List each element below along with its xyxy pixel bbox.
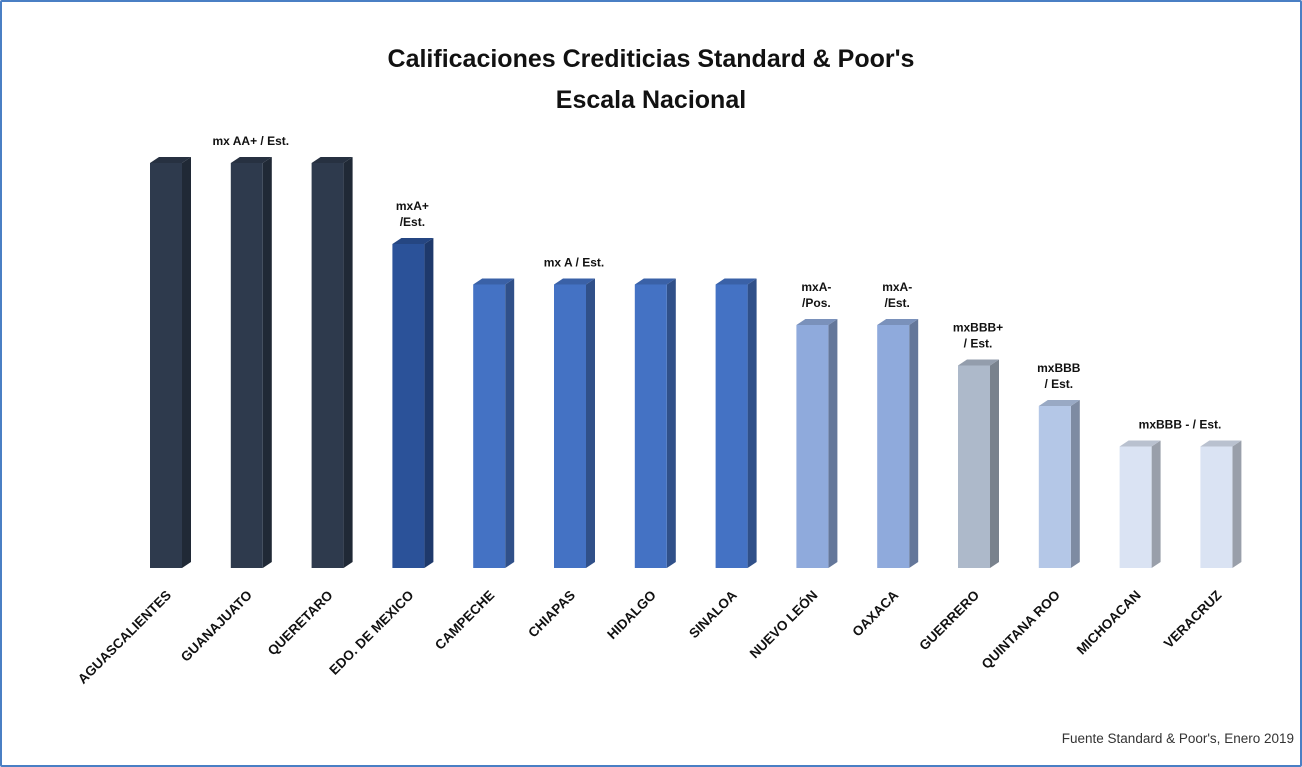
rating-label: /Est. <box>400 215 425 229</box>
category-label: EDO. DE MEXICO <box>326 588 416 678</box>
bar-top <box>1200 440 1242 447</box>
rating-label: mxA+ <box>396 199 429 213</box>
bar-side <box>343 157 353 568</box>
bar-front <box>311 163 344 568</box>
bar-top <box>150 157 191 163</box>
rating-label: mx AA+ / Est. <box>213 134 290 148</box>
category-label: GUANAJUATO <box>178 588 255 665</box>
category-label: HIDALGO <box>604 588 659 643</box>
bar-top <box>796 319 838 325</box>
bar-front <box>230 163 263 568</box>
bar <box>1200 440 1242 568</box>
source-note: Fuente Standard & Poor's, Enero 2019 <box>1061 731 1294 746</box>
bar-side <box>666 278 676 568</box>
bar-top <box>230 157 272 163</box>
bar-side <box>262 157 272 568</box>
bar-side <box>1232 440 1242 568</box>
bar-side <box>1151 440 1161 568</box>
bar-top <box>634 278 676 285</box>
chart-title: Calificaciones Crediticias Standard & Po… <box>387 45 915 73</box>
bar-side <box>828 319 838 568</box>
bar-top <box>1119 440 1161 447</box>
rating-label: / Est. <box>1044 377 1073 391</box>
bar-side <box>909 319 919 568</box>
bar <box>877 319 919 568</box>
rating-label: mxBBB+ <box>953 321 1003 335</box>
bar-front <box>392 244 425 568</box>
bar-side <box>990 359 999 568</box>
bar-front <box>715 284 748 568</box>
rating-label: /Est. <box>885 296 910 310</box>
bar <box>311 157 353 568</box>
bar <box>473 278 515 568</box>
bar-side <box>1070 400 1080 568</box>
category-label: GUERRERO <box>916 588 982 654</box>
bar <box>1038 400 1080 568</box>
rating-label: mxBBB - / Est. <box>1139 418 1222 432</box>
bar <box>958 359 999 568</box>
category-label: QUERETARO <box>265 588 336 659</box>
rating-label: mx A / Est. <box>544 256 604 270</box>
bar-side <box>505 278 515 568</box>
bar-side <box>424 238 434 568</box>
rating-label: mxBBB <box>1037 361 1081 375</box>
bar <box>392 238 434 568</box>
chart-subtitle: Escala Nacional <box>555 86 747 114</box>
bar <box>634 278 676 568</box>
category-label: CHIAPAS <box>525 588 578 641</box>
bar-front <box>877 325 910 568</box>
bar <box>150 157 191 568</box>
bar-front <box>1119 446 1152 568</box>
rating-label: / Est. <box>964 337 993 351</box>
bar-side <box>747 278 757 568</box>
category-label: SINALOA <box>686 587 740 641</box>
bar-front <box>150 163 182 568</box>
bar-front <box>554 284 586 568</box>
category-label: NUEVO LEÓN <box>747 588 821 662</box>
category-label: AGUASCALIENTES <box>75 588 174 687</box>
bar-top <box>473 278 515 285</box>
bar-front <box>958 365 990 568</box>
bar-top <box>1038 400 1080 406</box>
category-label: VERACRUZ <box>1161 588 1225 652</box>
rating-label: /Pos. <box>802 296 831 310</box>
bar-front <box>1038 406 1071 568</box>
bar-top <box>311 157 353 163</box>
category-label: OAXACA <box>849 587 901 639</box>
bar-front <box>634 284 667 568</box>
bar-top <box>877 319 919 325</box>
bar <box>230 157 272 568</box>
bar-top <box>392 238 434 244</box>
bar <box>1119 440 1161 568</box>
category-label: MICHOACAN <box>1074 588 1144 658</box>
bar-front <box>1200 446 1233 568</box>
rating-label: mxA- <box>882 280 912 294</box>
bar <box>796 319 838 568</box>
bar-side <box>586 278 595 568</box>
bar-top <box>958 359 999 366</box>
bar-top <box>554 278 595 285</box>
bar-side <box>182 157 191 568</box>
category-label: CAMPECHE <box>432 588 497 653</box>
bar-front <box>796 325 829 568</box>
bar <box>715 278 757 568</box>
bar-top <box>715 278 757 285</box>
rating-label: mxA- <box>801 280 831 294</box>
category-label: QUINTANA ROO <box>979 588 1063 672</box>
bar <box>554 278 595 568</box>
bar-front <box>473 284 506 568</box>
